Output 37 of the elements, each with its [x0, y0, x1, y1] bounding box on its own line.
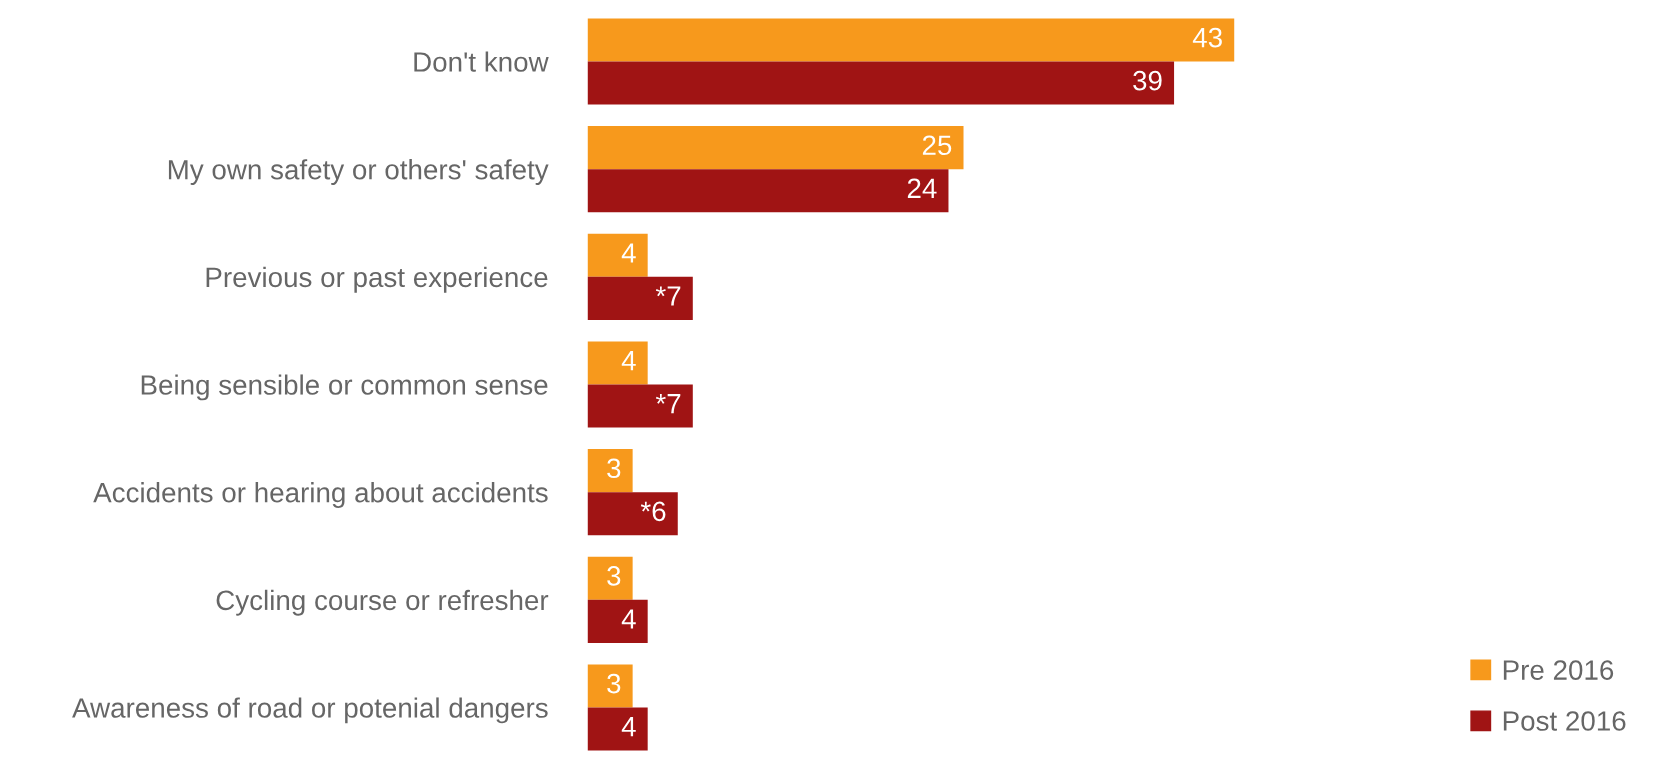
bar	[587, 449, 633, 493]
data-label: 4	[621, 243, 636, 263]
y-tick-label: Awareness of road or potenial dangers	[72, 697, 548, 724]
data-label: 4	[621, 351, 636, 371]
bar	[587, 599, 648, 643]
bar	[587, 492, 678, 536]
data-label: 4	[621, 717, 636, 737]
legend-label: Post 2016	[1503, 711, 1626, 731]
data-label: *6	[640, 501, 666, 522]
bar	[587, 384, 693, 428]
bar	[587, 61, 1175, 105]
data-label: 4	[621, 609, 636, 629]
bar	[587, 233, 648, 277]
legend-label: Pre 2016	[1503, 660, 1614, 680]
y-tick-label: Don't know	[414, 51, 549, 72]
bar	[587, 664, 633, 708]
bar	[587, 341, 648, 385]
bar	[587, 276, 693, 320]
bar	[587, 556, 633, 600]
data-label: 24	[907, 178, 937, 198]
y-tick-label: Cycling course or refresher	[216, 589, 549, 616]
data-label: 3	[607, 458, 621, 479]
data-label: 25	[922, 135, 952, 156]
bar	[587, 169, 949, 213]
y-tick-label: Being sensible or common sense	[141, 374, 548, 401]
data-label: *7	[655, 394, 681, 414]
bar	[587, 18, 1235, 62]
data-label: 3	[607, 566, 621, 586]
data-label: 39	[1133, 70, 1162, 91]
data-label: 3	[607, 673, 621, 694]
data-label: *7	[655, 286, 681, 306]
y-tick-label: Previous or past experience	[206, 266, 548, 293]
data-label: 43	[1192, 27, 1222, 48]
y-tick-label: Accidents or hearing about accidents	[93, 482, 548, 508]
bar	[587, 707, 648, 751]
bar	[587, 126, 964, 170]
y-tick-label: My own safety or others' safety	[168, 159, 549, 186]
